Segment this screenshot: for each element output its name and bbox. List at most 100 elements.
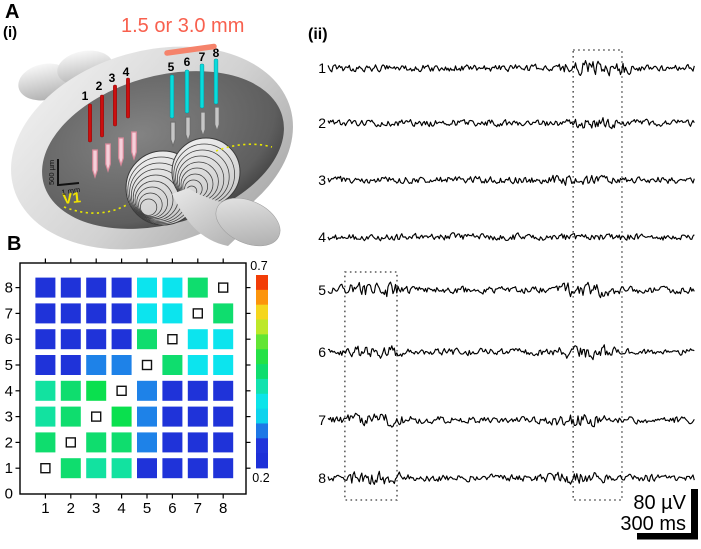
cyan-electrode-rod [184,69,190,114]
x-axis-tick-label: 7 [194,500,202,517]
heatmap-cell [162,432,183,453]
cerebellum-folia-line [134,180,174,220]
lfp-trace-line [327,344,695,361]
electrode-number-label: 6 [184,55,191,69]
heatmap-cell [187,380,208,401]
heatmap-cell [86,329,107,350]
y-axis-tick-label: 3 [5,409,13,426]
depth-scale-label: 500 µm [47,160,56,185]
heatmap-cell [187,329,208,350]
heatmap-cell [213,458,234,479]
heatmap-cell [111,406,132,427]
heatmap-diagonal-cell [167,333,178,345]
colorbar-band [256,334,268,350]
heatmap-cell [86,355,107,375]
heatmap-cell [137,380,157,401]
heatmap-cell [35,329,56,350]
trace-channel-label: 4 [318,229,326,245]
electrode-number-label: 3 [109,71,116,85]
trace-channel-label: 3 [318,172,326,188]
electrode-shank-outline-red [92,149,98,179]
heatmap-cell [60,277,81,298]
y-axis-tick-label: 1 [5,460,13,477]
colorbar-band [256,438,268,454]
cerebellum-folia-line [140,198,158,216]
cerebellum-folia-line [136,186,168,219]
brain-schematic: 123 4 5 6 7 8 V1 500 µm 1 mm [11,43,293,250]
heatmap-cell [162,406,183,427]
heatmap-cell [137,406,157,427]
heatmap-cell [60,458,81,479]
panel-aii-label: (ii) [308,26,328,43]
heatmap-cell [162,303,183,324]
heatmap-cell [187,432,208,453]
x-axis-tick-label: 1 [41,500,49,517]
heatmap-cell [213,432,234,453]
lfp-traces-panel: 1 2 3 4 5 6 7 8 80 µV 300 ms [318,49,698,540]
trace-channel-label: 1 [318,60,326,76]
electrode-number-label: 5 [168,60,175,74]
cyan-electrode-rod [213,58,219,105]
heatmap-cell [111,329,132,350]
lfp-trace-line [327,60,695,77]
colorbar-band [256,393,268,410]
heatmap-cell [111,355,132,375]
electrode-shank-outline-gray [185,116,191,143]
heatmap-diagonal-cell [217,282,229,293]
y-axis-tick-label: 5 [5,357,13,374]
lfp-trace-line [327,174,695,186]
heatmap-cell [213,303,234,324]
heatmap-diagonal-cell [141,359,153,371]
colorbar-band [256,319,268,335]
red-electrode-rod [113,84,117,127]
heatmap-cell [111,432,132,453]
time-scale-label: 300 ms [620,513,686,535]
heatmap-cell [35,406,56,427]
trace-channel-label: 2 [318,115,326,131]
red-electrode-rod [88,103,92,143]
heatmap-diagonal-cell [192,308,204,319]
electrode-number-label: 7 [199,50,206,64]
colorbar-band [256,408,268,424]
heatmap-cell [187,355,208,375]
heatmap-cell [213,329,234,350]
heatmap-cell [35,303,56,324]
panel-a-label: A [5,1,20,23]
lfp-trace-line [327,470,695,485]
colorbar [256,275,268,469]
heatmap-cell [111,303,132,324]
traces-group: 1 2 3 4 5 6 7 8 [318,49,695,501]
heatmap-cell [86,432,107,453]
lfp-trace-line [327,412,695,428]
colorbar-band [256,304,268,320]
brainstem [172,188,281,247]
heatmap-cell [137,432,157,453]
colorbar-band [256,453,268,469]
heatmap-cell [187,406,208,427]
colorbar-band [256,349,268,365]
heatmap-cell [162,458,183,479]
highlight-dashed-box [572,49,623,501]
heatmap-cell [111,277,132,298]
electrode-number-label: 4 [123,65,130,79]
heatmap-cell [137,458,157,479]
heatmap-cell [35,355,56,375]
heatmap-cell [86,380,107,401]
x-axis-tick-label: 2 [67,500,75,517]
heatmap-diagonal-cell [116,385,127,397]
panel-b-label: B [7,233,22,255]
y-axis-tick-label: 4 [5,383,13,400]
heatmap-cell [60,329,81,350]
v1-border-dashed-line [215,143,273,152]
scale-bar: 80 µV 300 ms [620,489,698,540]
colorbar-band [256,275,268,291]
heatmap-cell [111,458,132,479]
y-axis-tick-label: 2 [5,434,13,451]
heatmap-diagonal-cell [90,411,102,422]
electrode-number-label: 1 [82,89,89,103]
x-axis-tick-label: 6 [168,500,176,517]
colorbar-min-label: 0.2 [252,471,269,485]
electrode-shank-outline-gray [200,111,206,138]
